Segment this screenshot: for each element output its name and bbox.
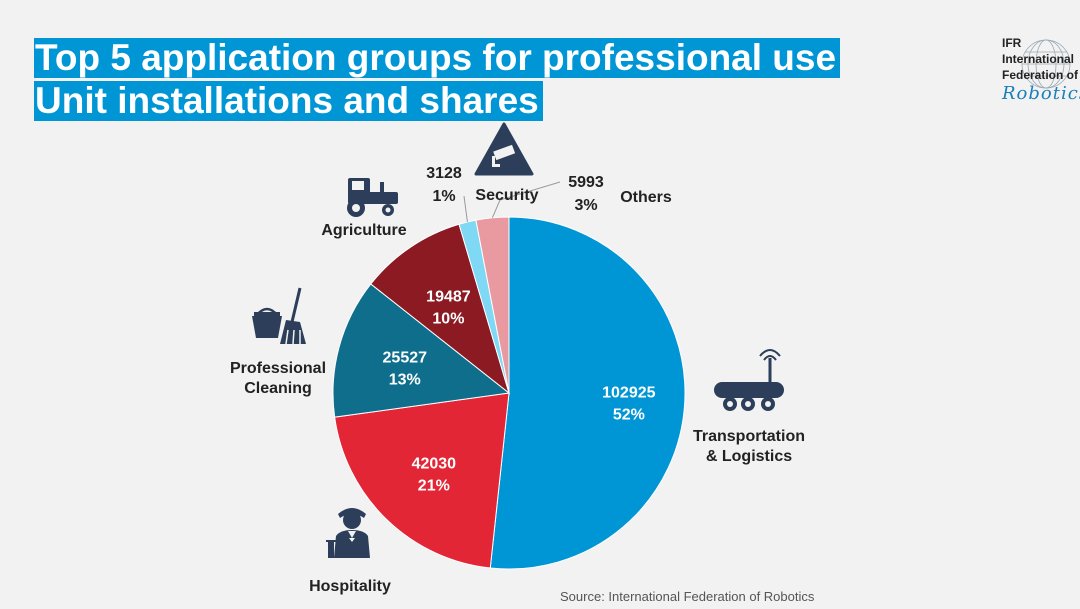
pie-slice-others [475, 216, 510, 394]
value-label-cleaning: 25527 [383, 350, 428, 367]
value-label-others: 5993 [568, 174, 604, 191]
pie-slice-transport [489, 216, 686, 570]
surveillance-camera-icon [474, 122, 534, 176]
value-label-agriculture: 19487 [426, 289, 471, 306]
share-label-others: 3% [574, 197, 597, 214]
share-label-cleaning: 13% [389, 372, 421, 389]
pie-slice-agriculture [370, 223, 510, 395]
value-label-hospitality: 42030 [412, 456, 457, 473]
value-label-transport: 102925 [602, 384, 655, 401]
source-note: Source: International Federation of Robo… [560, 589, 815, 604]
pie-slice-cleaning [332, 283, 511, 418]
chart-title-line-2: Unit installations and shares [34, 81, 543, 121]
leader-line-others-2 [499, 181, 561, 201]
category-label-cleaning: Professional [230, 360, 326, 377]
logo-text-federation: Federation of [1002, 68, 1079, 82]
pie-slice-hospitality [334, 392, 510, 569]
tractor-icon [347, 178, 398, 217]
category-label-security: Security [475, 187, 538, 204]
logo-text-ifr: IFR [1002, 36, 1022, 50]
category-label-agriculture: Agriculture [321, 222, 406, 239]
pie-slices [332, 216, 686, 570]
category-label-hospitality: Hospitality [309, 578, 391, 595]
share-label-hospitality: 21% [418, 478, 450, 495]
slice-labels: 102925 52% 42030 21% 25527 13% 19487 10% 3128 1% 5… [230, 165, 805, 595]
category-label-cleaning-2: Cleaning [244, 380, 312, 397]
leader-line-others [491, 199, 501, 218]
ifr-logo: IFR International Federation of Robotics [1000, 34, 1080, 108]
logo-text-robotics: Robotics [1002, 83, 1080, 104]
share-label-security: 1% [432, 188, 455, 205]
robot-vehicle-icon [714, 349, 784, 411]
share-label-agriculture: 10% [432, 311, 464, 328]
share-label-transport: 52% [613, 406, 645, 423]
logo-text-international: International [1002, 52, 1075, 66]
leader-lines [463, 181, 561, 223]
leader-line-security [463, 195, 468, 223]
chart-title-line-1: Top 5 application groups for professiona… [34, 38, 841, 78]
waiter-icon [326, 508, 370, 558]
category-label-transport: Transportation [693, 428, 805, 445]
category-label-transport-2: & Logistics [706, 448, 792, 465]
category-label-others: Others [620, 189, 672, 206]
value-label-security: 3128 [426, 165, 462, 182]
bucket-broom-icon [252, 287, 306, 345]
globe-icon [1021, 39, 1071, 89]
